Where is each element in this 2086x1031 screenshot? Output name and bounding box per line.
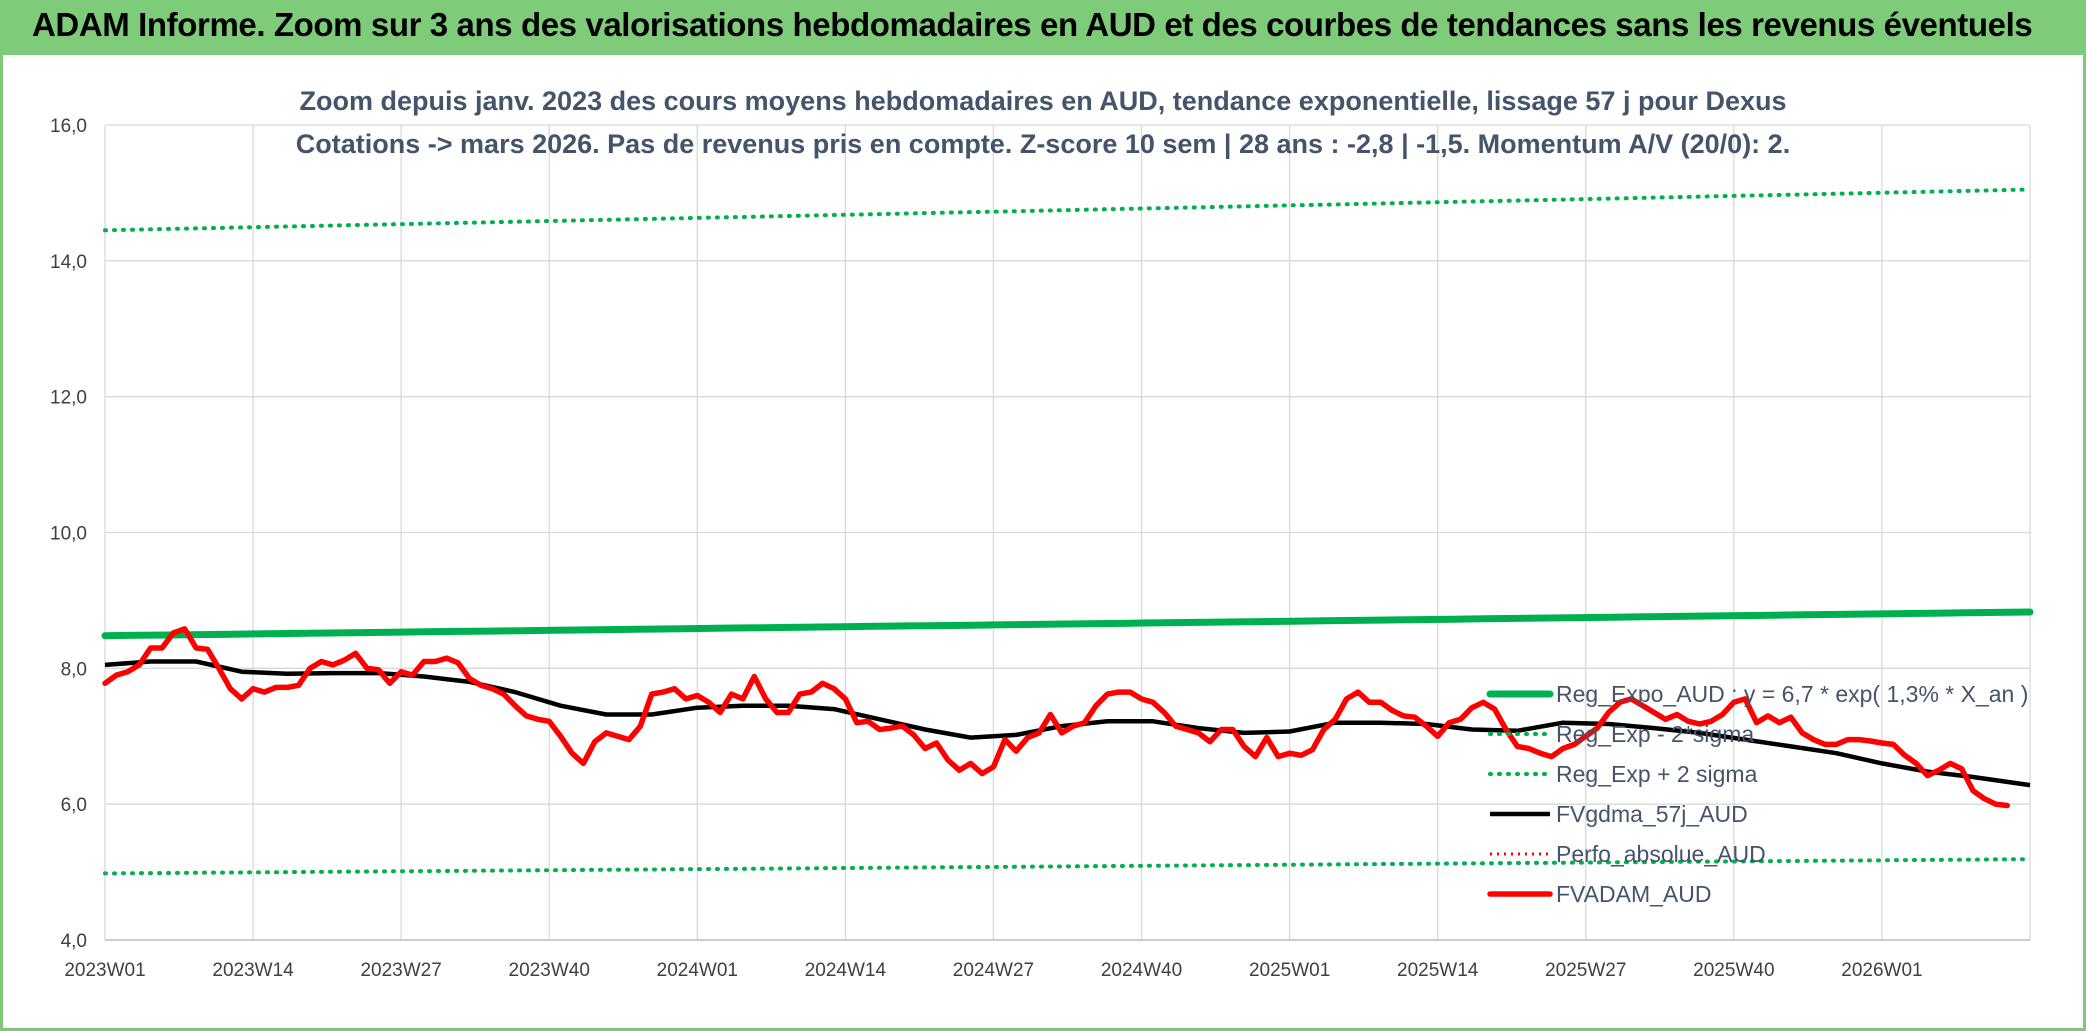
chart-subtitle-line2: Cotations -> mars 2026. Pas de revenus p… <box>296 129 1790 159</box>
series-line <box>103 857 2032 876</box>
x-tick-label: 2025W14 <box>1397 960 1479 981</box>
x-tick-label: 2023W27 <box>360 960 441 981</box>
header-bar: ADAM Informe. Zoom sur 3 ans des valoris… <box>0 0 2086 55</box>
series-line <box>101 608 2034 640</box>
x-tick-label: 2024W27 <box>953 960 1034 981</box>
y-axis-ticks: 4,0 6,0 8,0 10,0 12,0 14,0 16,0 <box>50 116 87 952</box>
x-tick-label: 2024W40 <box>1101 960 1182 981</box>
x-tick-label: 2024W01 <box>657 960 738 981</box>
y-tick-label: 8,0 <box>61 659 87 680</box>
x-tick-label: 2025W01 <box>1249 960 1330 981</box>
x-tick-label: 2024W14 <box>805 960 887 981</box>
series <box>101 187 2034 876</box>
y-tick-label: 6,0 <box>61 795 87 816</box>
series-line <box>104 659 2031 788</box>
y-tick-label: 14,0 <box>50 252 87 273</box>
x-tick-label: 2023W40 <box>509 960 590 981</box>
page-title: ADAM Informe. Zoom sur 3 ans des valoris… <box>32 6 2033 43</box>
chart-subtitle-line1: Zoom depuis janv. 2023 des cours moyens … <box>300 86 1787 116</box>
series-line <box>102 626 2010 809</box>
y-tick-label: 10,0 <box>50 524 87 545</box>
legend-label: FVADAM_AUD <box>1556 881 1712 907</box>
x-tick-label: 2026W01 <box>1841 960 1922 981</box>
legend-label: Perfo_absolue_AUD <box>1556 841 1766 867</box>
x-tick-label: 2023W01 <box>64 960 145 981</box>
legend-label: FVgdma_57j_AUD <box>1556 801 1748 827</box>
legend-label: Reg_Exp + 2 sigma <box>1556 761 1758 787</box>
grid <box>104 124 2031 941</box>
series-line <box>103 187 2032 233</box>
legend: Reg_Expo_AUD : y = 6,7 * exp( 1,3% * X_a… <box>1486 681 2028 907</box>
y-tick-label: 16,0 <box>50 116 87 137</box>
y-tick-label: 12,0 <box>50 388 87 409</box>
legend-label: Reg_Expo_AUD : y = 6,7 * exp( 1,3% * X_a… <box>1556 681 2028 707</box>
x-tick-label: 2023W14 <box>212 960 294 981</box>
x-tick-label: 2025W40 <box>1693 960 1774 981</box>
legend-label: Reg_Exp - 2*sigma <box>1556 721 1754 747</box>
x-tick-label: 2025W27 <box>1545 960 1626 981</box>
x-axis-ticks: 2023W01 2023W14 2023W27 2023W40 2024W01 2024W… <box>64 960 1922 981</box>
y-tick-label: 4,0 <box>61 931 87 952</box>
